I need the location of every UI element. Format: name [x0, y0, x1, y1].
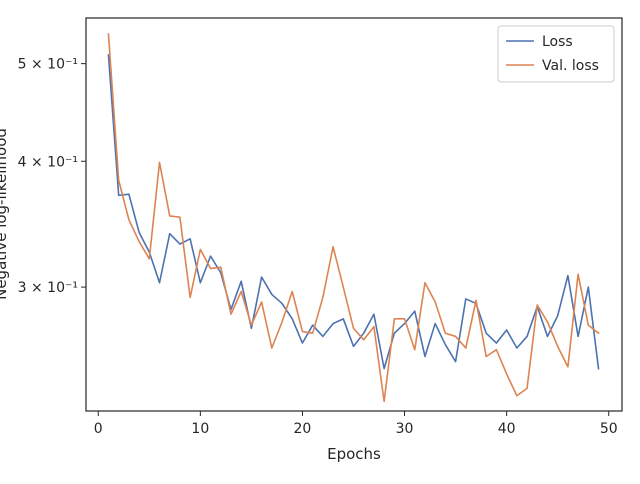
legend-label: Val. loss: [542, 58, 599, 74]
series-line-2: [107, 33, 600, 403]
plot-area: 0 10 20 30 40 50 3 × 10⁻¹ 4 × 10⁻¹ 5 × 10⁻¹: [18, 17, 623, 437]
legend-box: [497, 25, 615, 83]
y-tick-label: 5 × 10⁻¹: [18, 57, 78, 73]
legend: Loss Val. loss: [497, 25, 615, 83]
x-axis-label: Epochs: [327, 445, 381, 463]
legend-label: Loss: [542, 34, 573, 50]
x-tick-label: 40: [498, 421, 516, 437]
series-line-1: [107, 54, 600, 370]
x-tick-label: 20: [294, 421, 312, 437]
y-tick-label: 3 × 10⁻¹: [18, 280, 78, 296]
x-tick-label: 10: [191, 421, 209, 437]
x-tick-label: 30: [396, 421, 414, 437]
y-tick-label: 4 × 10⁻¹: [18, 154, 78, 170]
plot-frame: [85, 17, 623, 412]
y-axis-label: Negative log-likelihood: [0, 128, 10, 300]
x-tick-label: 50: [600, 421, 618, 437]
x-tick-label: 0: [94, 421, 103, 437]
